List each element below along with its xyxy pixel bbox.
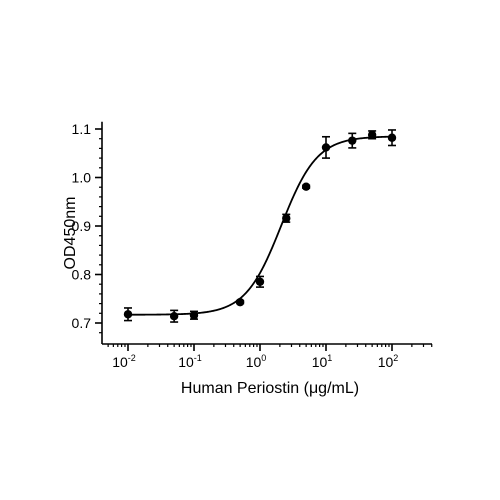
- data-point: [255, 277, 265, 286]
- y-tick-label: 1.0: [72, 170, 92, 186]
- data-point: [348, 136, 357, 145]
- fit-curve: [128, 135, 393, 316]
- data-points-layer: [123, 129, 397, 323]
- y-axis-label: OD450nm: [62, 197, 79, 270]
- y-axis: 0.7 0.8 0.9 1.0 1.1: [72, 121, 103, 344]
- x-tick-label: 102: [378, 353, 399, 370]
- x-tick-label: 10-1: [178, 353, 202, 370]
- data-point: [123, 310, 133, 319]
- data-point: [169, 312, 179, 321]
- x-tick-label: 100: [246, 353, 267, 370]
- x-tick-label: 10-2: [112, 353, 136, 370]
- x-axis: 10-2 10-1 100 101 102: [102, 343, 433, 370]
- data-point: [321, 143, 331, 152]
- data-point: [189, 311, 199, 320]
- y-tick-label: 0.7: [72, 315, 92, 331]
- x-tick-label: 101: [312, 353, 333, 370]
- data-point: [301, 182, 311, 191]
- data-point: [282, 214, 291, 223]
- fit-curve-layer: [128, 135, 393, 316]
- data-point: [367, 130, 377, 140]
- x-axis-label: Human Periostin (μg/mL): [181, 380, 359, 397]
- y-tick-label: 0.8: [72, 267, 92, 283]
- data-point: [235, 297, 245, 307]
- data-point: [387, 133, 397, 142]
- y-tick-label: 0.9: [72, 218, 92, 234]
- y-tick-label: 1.1: [72, 121, 92, 137]
